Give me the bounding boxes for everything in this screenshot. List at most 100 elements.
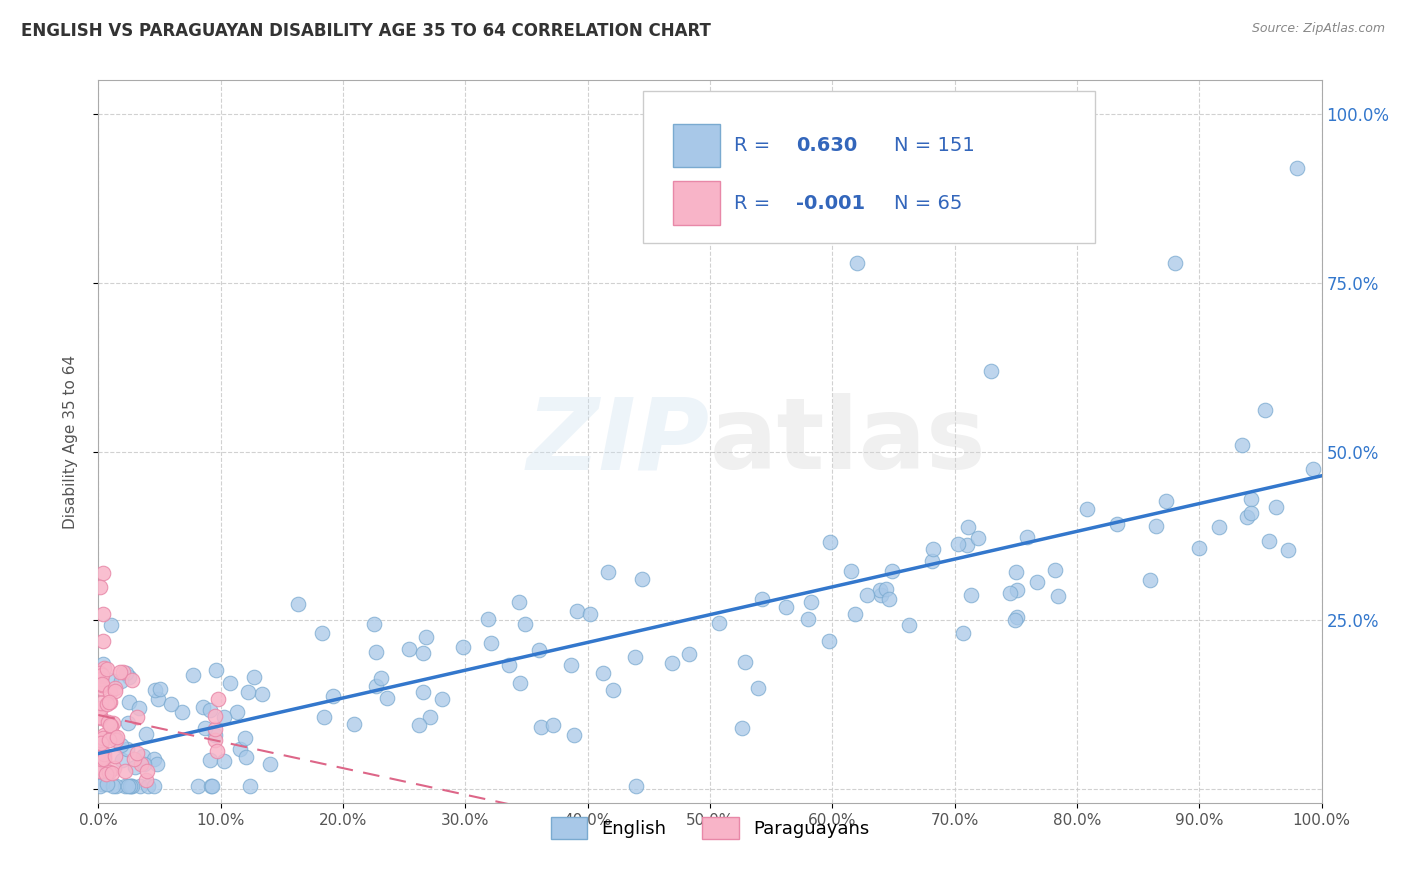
Point: [104, 748, 127, 763]
Point: [91, 676, 114, 690]
Point: [321, 689, 343, 703]
Point: [191, 700, 214, 714]
Point: [967, 531, 990, 545]
Point: [1045, 563, 1067, 577]
Point: [870, 588, 893, 602]
Point: [731, 721, 754, 735]
Point: [877, 591, 900, 606]
Point: [311, 625, 333, 640]
Point: [125, 710, 148, 724]
Point: [1302, 461, 1324, 475]
Point: [98, 685, 121, 699]
Point: [1240, 492, 1263, 507]
Point: [98, 695, 121, 709]
Point: [96, 697, 118, 711]
Text: atlas: atlas: [710, 393, 987, 490]
Point: [103, 715, 125, 730]
Point: [104, 733, 127, 747]
Point: [90, 696, 112, 710]
Text: N = 65: N = 65: [894, 194, 962, 212]
Point: [579, 607, 602, 622]
Point: [111, 665, 134, 680]
Point: [204, 708, 226, 723]
Point: [946, 536, 969, 550]
Point: [90, 752, 112, 766]
Point: [212, 710, 235, 724]
Point: [200, 703, 222, 717]
Point: [91, 777, 114, 791]
Point: [370, 671, 392, 685]
Point: [250, 687, 273, 701]
Point: [898, 618, 921, 632]
Point: [226, 705, 249, 719]
Point: [818, 535, 841, 549]
Point: [412, 685, 434, 699]
Point: [183, 667, 205, 681]
Point: [93, 750, 115, 764]
Point: [90, 736, 112, 750]
Point: [91, 678, 114, 692]
Point: [135, 727, 157, 741]
Point: [135, 773, 157, 788]
Point: [200, 779, 222, 793]
Text: Source: ZipAtlas.com: Source: ZipAtlas.com: [1251, 22, 1385, 36]
Point: [110, 738, 132, 752]
Point: [104, 683, 127, 698]
Point: [1017, 531, 1039, 545]
Point: [96, 662, 118, 676]
Point: [90, 735, 112, 749]
Point: [100, 717, 122, 731]
Point: [103, 761, 125, 775]
Point: [117, 716, 139, 731]
Point: [212, 754, 235, 768]
Point: [800, 595, 823, 609]
Point: [93, 607, 115, 621]
Point: [205, 744, 228, 758]
Point: [218, 676, 240, 690]
Point: [204, 663, 226, 677]
Point: [105, 730, 128, 744]
Point: [1046, 589, 1069, 603]
Point: [980, 364, 1002, 378]
Point: [747, 681, 769, 695]
Point: [129, 779, 152, 793]
Legend: English, Paraguayans: English, Paraguayans: [541, 808, 879, 848]
Point: [541, 718, 564, 732]
Point: [479, 636, 502, 650]
Point: [89, 709, 111, 723]
Point: [415, 630, 437, 644]
Point: [118, 695, 141, 709]
Point: [508, 595, 530, 609]
Point: [204, 728, 226, 742]
Point: [115, 742, 138, 756]
Point: [1005, 565, 1028, 579]
Point: [661, 656, 683, 670]
Point: [922, 541, 945, 556]
Point: [678, 647, 700, 661]
Text: -0.001: -0.001: [796, 194, 865, 212]
Point: [869, 582, 891, 597]
Point: [845, 255, 868, 269]
Point: [1105, 516, 1128, 531]
Point: [366, 645, 388, 659]
Point: [875, 582, 897, 597]
Point: [1265, 500, 1288, 514]
Point: [149, 681, 172, 696]
Point: [89, 760, 111, 774]
Point: [343, 717, 366, 731]
Point: [124, 759, 146, 773]
Point: [233, 731, 256, 745]
Point: [498, 658, 520, 673]
Point: [398, 641, 420, 656]
Point: [91, 633, 114, 648]
Point: [91, 657, 114, 672]
Point: [818, 633, 841, 648]
Point: [128, 701, 150, 715]
Point: [120, 779, 142, 793]
Point: [198, 753, 221, 767]
Point: [131, 756, 153, 771]
Point: [115, 665, 138, 680]
Point: [1277, 543, 1299, 558]
FancyBboxPatch shape: [673, 124, 720, 167]
Point: [596, 566, 619, 580]
